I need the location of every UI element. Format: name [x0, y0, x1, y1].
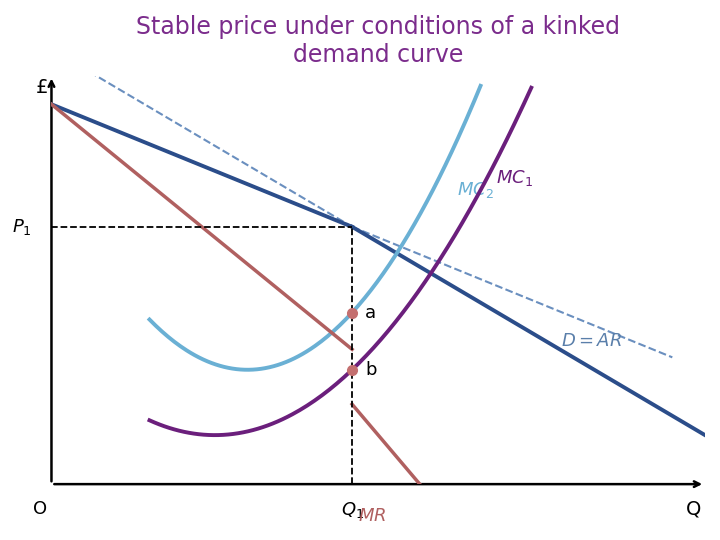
Title: Stable price under conditions of a kinked
demand curve: Stable price under conditions of a kinke…: [136, 15, 620, 67]
Text: $P_1$: $P_1$: [12, 217, 32, 237]
Text: $Q_1$: $Q_1$: [341, 501, 364, 521]
Text: $MC_2$: $MC_2$: [456, 180, 493, 200]
Text: O: O: [32, 500, 47, 518]
Text: b: b: [365, 361, 377, 379]
Text: £: £: [35, 78, 48, 97]
Text: $MR$: $MR$: [358, 507, 386, 524]
Text: a: a: [365, 303, 377, 322]
Text: Q: Q: [686, 500, 702, 518]
Text: $MC_1$: $MC_1$: [496, 168, 533, 188]
Text: $D = AR$: $D = AR$: [561, 332, 622, 350]
